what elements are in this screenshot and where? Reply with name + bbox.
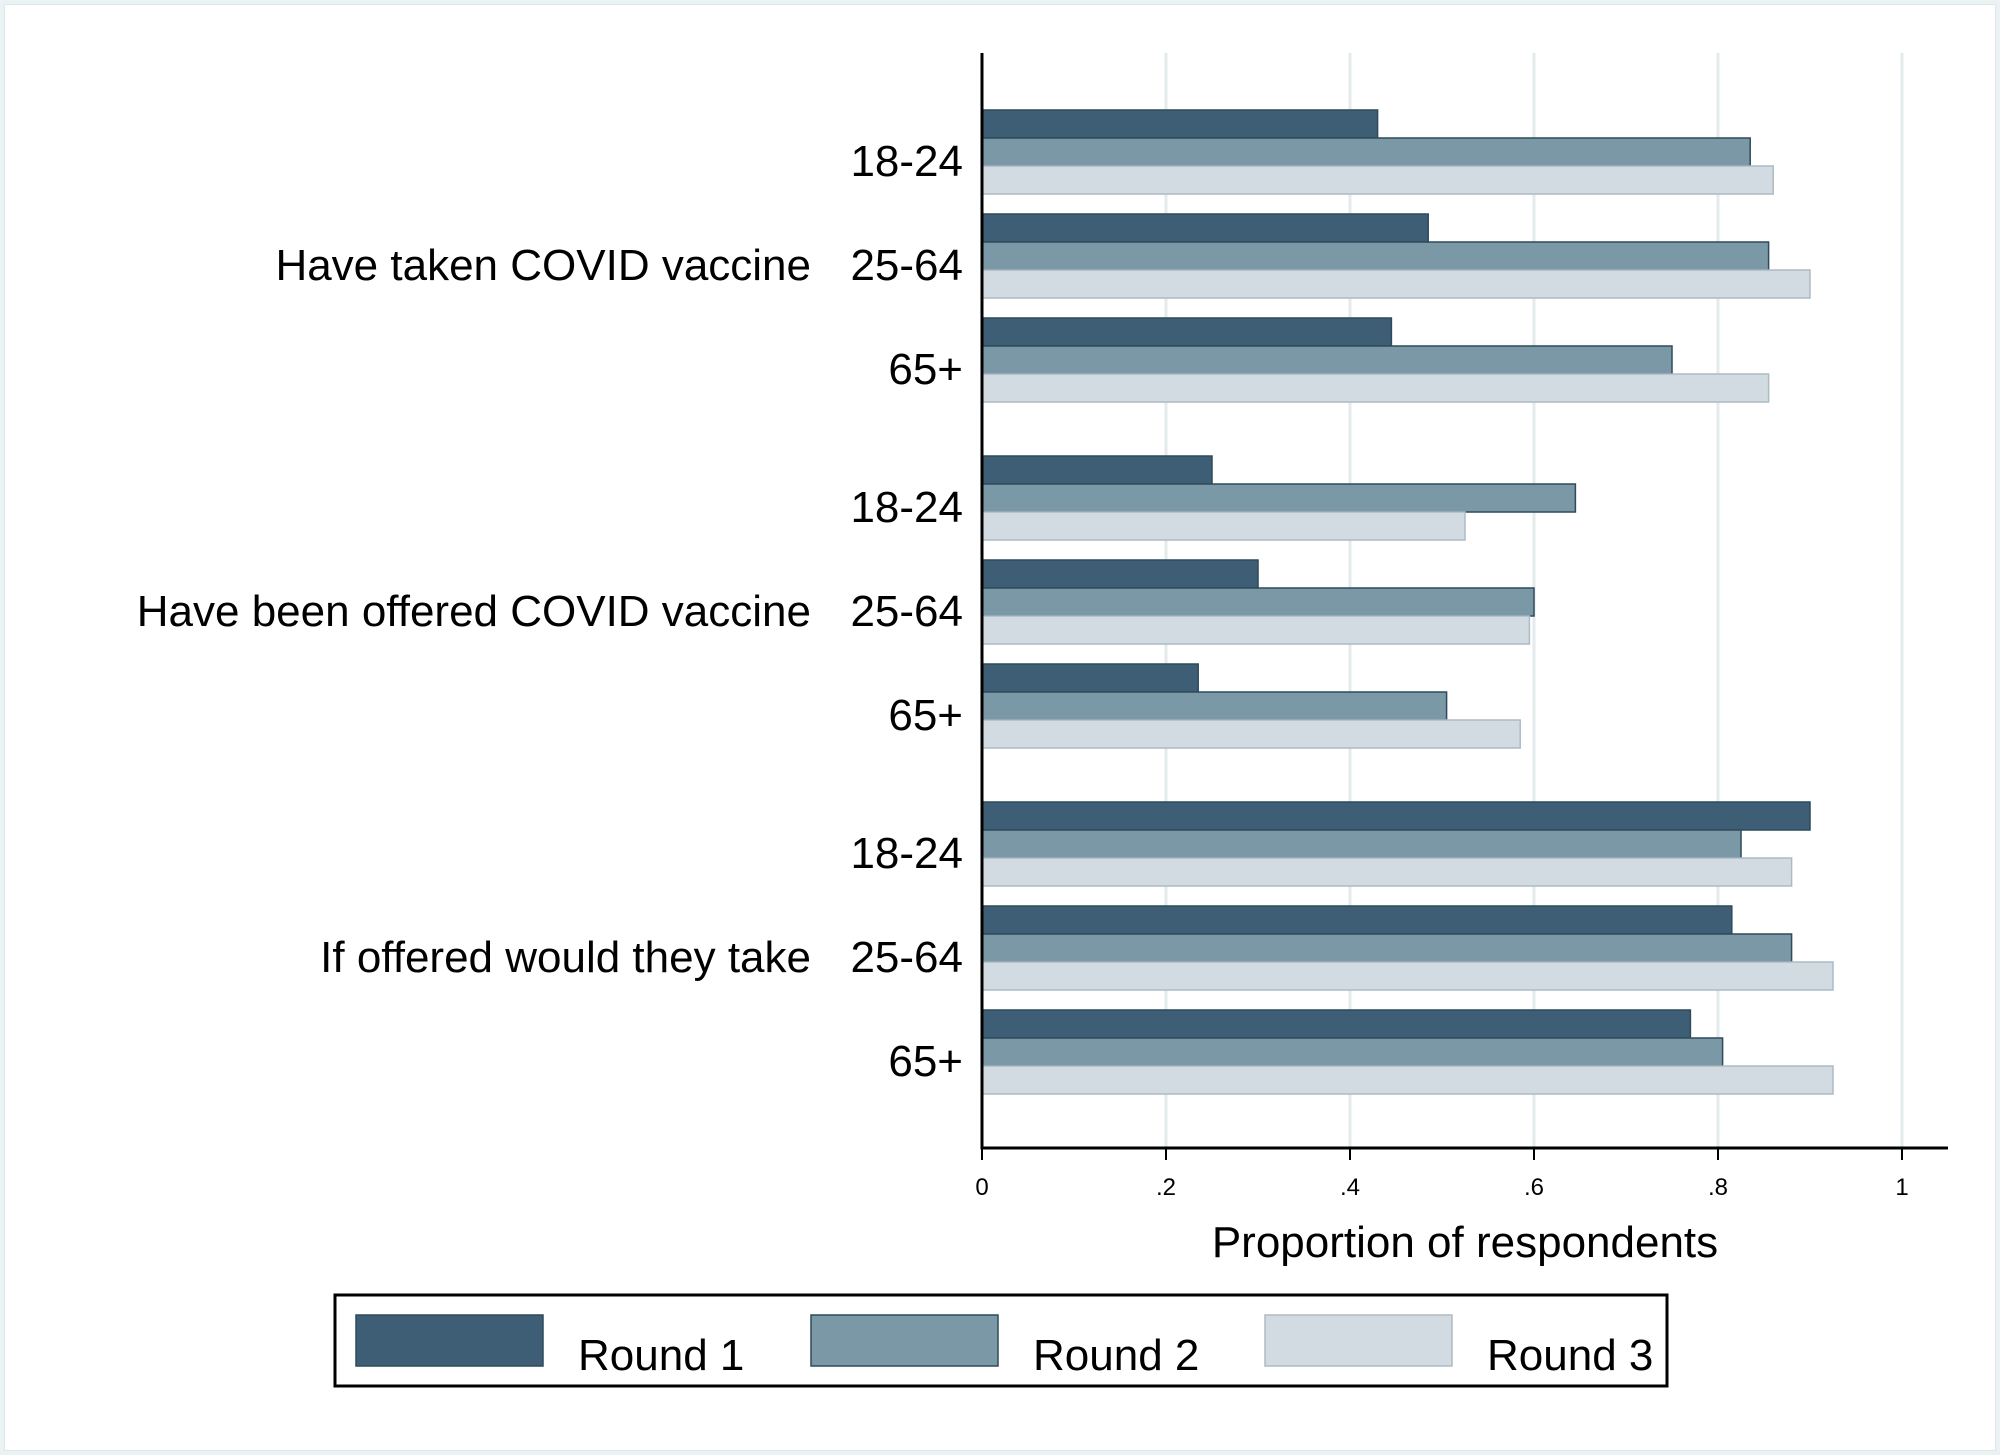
bar-round-2 bbox=[981, 829, 1742, 859]
bar-round-2 bbox=[981, 1037, 1724, 1067]
category-label: 18-24 bbox=[850, 137, 963, 186]
category-label: 65+ bbox=[888, 1037, 963, 1086]
chart-frame: 18-24 25-64 65+ Have taken COVID vaccine 18-… bbox=[4, 4, 1996, 1451]
x-tick-label: .6 bbox=[1524, 1174, 1544, 1201]
bar-round-1 bbox=[981, 455, 1213, 485]
bar-round-1 bbox=[981, 801, 1811, 831]
legend-swatch-round-1 bbox=[355, 1314, 544, 1367]
legend-label: Round 3 bbox=[1487, 1331, 1653, 1380]
bar-round-3 bbox=[981, 373, 1770, 403]
bar-round-1 bbox=[981, 663, 1199, 693]
category-label: 18-24 bbox=[850, 483, 963, 532]
legend-swatch-round-2 bbox=[810, 1314, 999, 1367]
bar-round-1 bbox=[981, 317, 1393, 347]
x-tick-label: 1 bbox=[1895, 1174, 1908, 1201]
bar-round-3 bbox=[981, 269, 1811, 299]
bar-round-3 bbox=[981, 1065, 1834, 1095]
bar-round-3 bbox=[981, 857, 1793, 887]
legend-label: Round 2 bbox=[1033, 1331, 1199, 1380]
x-axis-title: Proportion of respondents bbox=[1212, 1218, 1718, 1267]
category-label: 25-64 bbox=[850, 241, 963, 290]
bar-round-1 bbox=[981, 109, 1379, 139]
legend-label: Round 1 bbox=[578, 1331, 744, 1380]
category-label: 18-24 bbox=[850, 829, 963, 878]
x-tick-label: 0 bbox=[975, 1174, 988, 1201]
bar-round-1 bbox=[981, 559, 1259, 589]
bar-round-2 bbox=[981, 345, 1673, 375]
bar-round-3 bbox=[981, 165, 1774, 195]
bar-round-1 bbox=[981, 1009, 1692, 1039]
legend-swatch-round-3 bbox=[1264, 1314, 1453, 1367]
bar-round-3 bbox=[981, 615, 1531, 645]
bar-chart: 18-24 25-64 65+ Have taken COVID vaccine 18-… bbox=[137, 53, 1948, 1388]
group-label: Have been offered COVID vaccine bbox=[137, 587, 811, 636]
bar-round-3 bbox=[981, 719, 1521, 749]
x-tick-label: .2 bbox=[1156, 1174, 1176, 1201]
category-label: 65+ bbox=[888, 691, 963, 740]
bar-round-1 bbox=[981, 213, 1429, 243]
x-tick-label: .8 bbox=[1708, 1174, 1728, 1201]
group-label: Have taken COVID vaccine bbox=[275, 241, 811, 290]
category-label: 25-64 bbox=[850, 587, 963, 636]
bar-round-1 bbox=[981, 905, 1733, 935]
x-tick-label: .4 bbox=[1340, 1174, 1360, 1201]
group-label: If offered would they take bbox=[320, 933, 811, 982]
bar-round-2 bbox=[981, 933, 1793, 963]
bar-round-2 bbox=[981, 587, 1535, 617]
bar-round-2 bbox=[981, 483, 1577, 513]
category-label: 65+ bbox=[888, 345, 963, 394]
bar-round-3 bbox=[981, 511, 1466, 541]
bar-round-2 bbox=[981, 241, 1770, 271]
bar-round-2 bbox=[981, 691, 1448, 721]
bar-round-2 bbox=[981, 137, 1751, 167]
category-label: 25-64 bbox=[850, 933, 963, 982]
bar-round-3 bbox=[981, 961, 1834, 991]
